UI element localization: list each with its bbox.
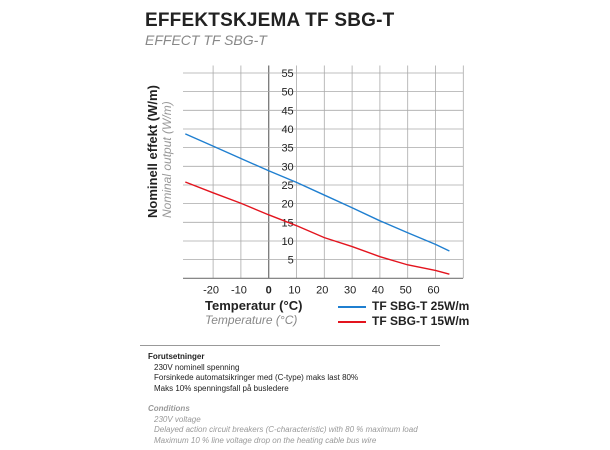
x-tick-label: -10 <box>231 284 247 296</box>
y-axis-label: Nominell effekt (W/m) <box>145 85 160 218</box>
note-item: 230V nominell spenning <box>154 362 240 372</box>
y-tick-label: 5 <box>288 255 294 267</box>
x-tick-label: 0 <box>266 284 272 296</box>
y-tick-label: 20 <box>281 199 293 211</box>
y-tick-label: 55 <box>281 68 293 80</box>
legend-label-25w: TF SBG-T 25W/m <box>372 299 470 313</box>
y-tick-label: 40 <box>281 124 293 136</box>
x-tick-label: 60 <box>427 284 439 296</box>
divider <box>140 345 440 346</box>
series-line-1 <box>185 181 450 275</box>
y-tick-label: 50 <box>281 87 293 99</box>
note-item-en: 230V voltage <box>154 414 201 424</box>
y-tick-label: 45 <box>281 105 293 117</box>
x-axis-label-en: Temperature (°C) <box>205 313 298 327</box>
note-item-en: Maximum 10 % line voltage drop on the he… <box>154 435 377 445</box>
chart-title: EFFEKTSKJEMA TF SBG-T <box>145 10 395 31</box>
y-axis-label-en: Nominal output (W/m) <box>160 101 174 218</box>
x-tick-label: 20 <box>316 284 328 296</box>
x-tick-label: 40 <box>372 284 384 296</box>
y-tick-label: 25 <box>281 180 293 192</box>
conditions-en: Conditions 230V voltage Delayed action c… <box>148 404 418 446</box>
x-tick-label: -20 <box>203 284 219 296</box>
legend-swatch-15w <box>338 321 366 323</box>
x-tick-label: 30 <box>344 284 356 296</box>
chart-subtitle: EFFECT TF SBG-T <box>145 32 267 48</box>
note-item: Maks 10% spenningsfall på busledere <box>154 383 289 393</box>
y-tick-label: 35 <box>281 143 293 155</box>
y-tick-label: 10 <box>281 236 293 248</box>
notes-heading: Forutsetninger <box>148 352 205 361</box>
series-line-0 <box>185 133 450 252</box>
y-tick-label: 30 <box>281 161 293 173</box>
note-item-en: Delayed action circuit breakers (C-chara… <box>154 425 418 434</box>
legend-label-15w: TF SBG-T 15W/m <box>372 314 470 328</box>
notes-heading-en: Conditions <box>148 404 190 413</box>
x-axis-label: Temperatur (°C) <box>205 298 303 313</box>
legend-swatch-25w <box>338 306 366 308</box>
x-tick-label: 50 <box>400 284 412 296</box>
x-tick-label: 10 <box>288 284 300 296</box>
note-item: Forsinkede automatsikringer med (C-type)… <box>154 373 359 382</box>
conditions-no: Forutsetninger 230V nominell spenning Fo… <box>148 352 358 394</box>
